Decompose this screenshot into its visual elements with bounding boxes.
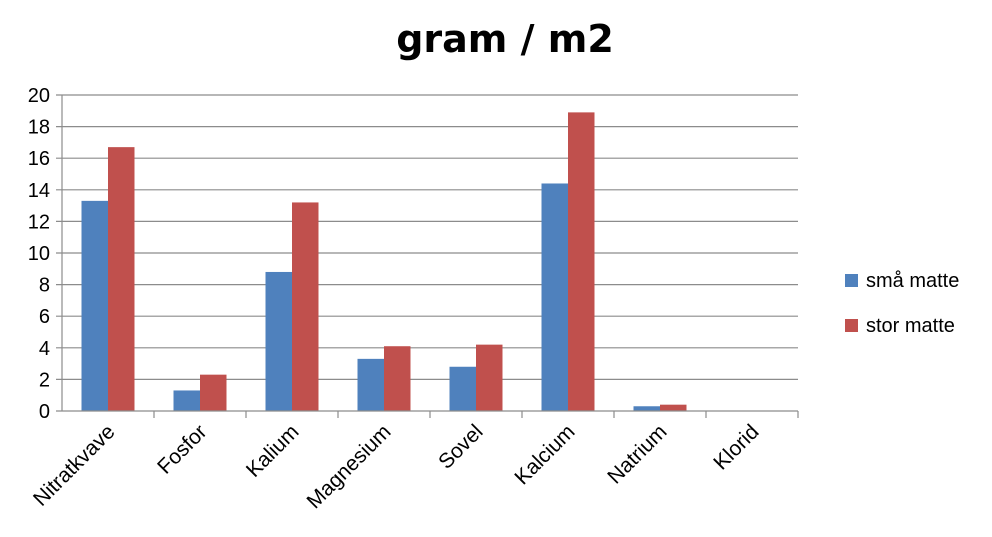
bar-sma-matte-kalium	[265, 271, 292, 411]
y-tick-label: 20	[28, 85, 50, 107]
bar-stor-matte-kalium	[292, 202, 319, 411]
chart-title: gram / m2	[396, 17, 614, 61]
gridlines	[56, 94, 798, 380]
axes	[56, 95, 799, 418]
bar-stor-matte-nitratkvave	[108, 147, 135, 411]
category-label: Fosfor	[153, 420, 211, 478]
y-axis-ticks: 0 2 4 6 8 10 12 14 16 18 20	[28, 85, 50, 423]
bar-sma-matte-magnesium	[357, 358, 384, 411]
y-tick-label: 14	[28, 180, 50, 202]
bar-stor-matte-fosfor	[200, 374, 227, 411]
bar-sma-matte-fosfor	[173, 390, 200, 411]
bar-sma-matte-natrium	[633, 406, 660, 411]
y-tick-label: 2	[39, 369, 50, 391]
y-tick-label: 8	[39, 275, 50, 297]
bar-sma-matte-kalcium	[541, 183, 568, 411]
legend: små matte stor matte	[845, 270, 959, 337]
category-label: Magnesium	[303, 420, 396, 513]
legend-swatch	[845, 319, 858, 332]
bar-sma-matte-sovel	[449, 366, 476, 411]
y-tick-label: 12	[28, 211, 50, 233]
y-tick-label: 16	[28, 148, 50, 170]
y-tick-label: 18	[28, 117, 50, 139]
category-label: Kalcium	[510, 420, 579, 489]
bar-stor-matte-sovel	[476, 344, 503, 411]
category-label: Sovel	[434, 420, 487, 473]
legend-swatch	[845, 274, 858, 287]
legend-label: stor matte	[866, 315, 955, 337]
bar-sma-matte-nitratkvave	[81, 200, 108, 411]
category-label: Nitratkvave	[29, 420, 120, 511]
bar-stor-matte-natrium	[660, 404, 687, 411]
category-label: Klorid	[709, 420, 763, 474]
legend-label: små matte	[866, 270, 959, 292]
category-label: Kalium	[242, 420, 304, 482]
bar-stor-matte-kalcium	[568, 112, 595, 411]
bars	[81, 112, 687, 411]
y-tick-label: 10	[28, 243, 50, 265]
category-label: Natrium	[603, 420, 671, 488]
y-tick-label: 4	[39, 338, 50, 360]
bar-stor-matte-magnesium	[384, 346, 411, 411]
y-tick-label: 0	[39, 401, 50, 423]
y-tick-label: 6	[39, 306, 50, 328]
